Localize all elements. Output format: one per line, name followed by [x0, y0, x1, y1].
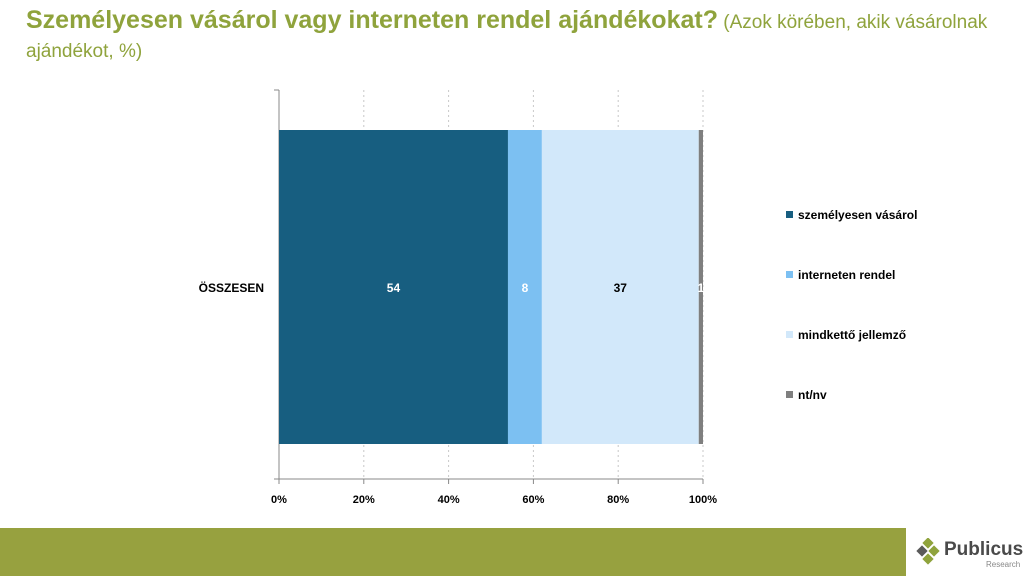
- bar-segment: [541, 130, 699, 444]
- data-label: 8: [522, 281, 529, 295]
- x-tick-label: 40%: [438, 494, 460, 506]
- diamond-logo-icon: [916, 538, 940, 565]
- bar-segment: [698, 130, 703, 444]
- legend-swatch: [786, 391, 793, 398]
- legend-swatch: [786, 331, 793, 338]
- legend-label: mindkettő jellemző: [798, 328, 906, 342]
- bar-segment: [507, 130, 542, 444]
- legend-swatch: [786, 211, 793, 218]
- x-tick-label: 100%: [689, 494, 717, 506]
- data-label: 37: [614, 281, 628, 295]
- logo-tagline: Research: [986, 560, 1021, 569]
- legend-label: személyesen vásárol: [798, 208, 917, 222]
- legend-swatch: [786, 271, 793, 278]
- legend-label: nt/nv: [798, 388, 827, 402]
- x-tick-label: 20%: [353, 494, 375, 506]
- publicus-logo: Publicus Research: [914, 536, 1024, 572]
- category-label: ÖSSZESEN: [199, 280, 264, 295]
- x-tick-label: 60%: [522, 494, 544, 506]
- x-tick-label: 0%: [271, 494, 287, 506]
- chart-title: Személyesen vásárol vagy interneten rend…: [26, 6, 1006, 67]
- data-label: 54: [387, 281, 401, 295]
- data-label: 1: [698, 281, 705, 295]
- bar-segment: [279, 130, 508, 444]
- footer-band: [0, 528, 906, 576]
- legend-label: interneten rendel: [798, 268, 895, 282]
- x-tick-label: 80%: [607, 494, 629, 506]
- logo-name: Publicus: [944, 539, 1024, 560]
- chart-subtitle: (Azok körében, akik vásárolnak ajándékot…: [26, 12, 988, 62]
- chart-title-main: Személyesen vásárol vagy interneten rend…: [26, 6, 718, 34]
